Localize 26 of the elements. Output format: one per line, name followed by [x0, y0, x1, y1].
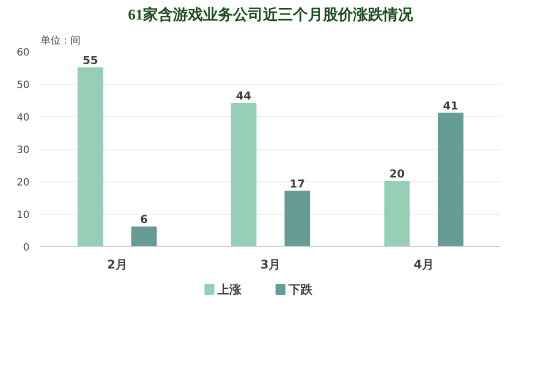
- data-label: 41: [443, 99, 458, 112]
- legend-label: 下跌: [288, 282, 314, 296]
- y-tick-label: 10: [16, 210, 30, 221]
- y-tick-label: 0: [23, 242, 30, 254]
- data-label: 6: [140, 213, 148, 226]
- chart-title: 61家含游戏业务公司近三个月股价涨跌情况: [128, 6, 414, 24]
- data-label: 20: [389, 168, 405, 180]
- legend-label: 上涨: [216, 282, 242, 296]
- text: 单位：间: [40, 34, 80, 46]
- bar: [78, 67, 104, 246]
- data-label: 55: [82, 54, 98, 67]
- y-tick-label: 40: [16, 112, 30, 124]
- x-tick-label: 2月: [106, 258, 128, 272]
- x-tick-label: 4月: [414, 258, 434, 272]
- data-label: 17: [290, 177, 305, 190]
- x-tick-label: 3月: [260, 258, 281, 272]
- data-label: 44: [236, 90, 252, 102]
- y-tick-label: 50: [16, 80, 30, 91]
- y-tick-label: 60: [16, 48, 30, 58]
- bar: [284, 190, 310, 246]
- y-tick-label: 20: [16, 178, 30, 188]
- bar: [438, 112, 464, 246]
- y-tick-label: 30: [16, 145, 30, 156]
- bar: [230, 103, 256, 246]
- bar: [384, 181, 410, 246]
- bar: [131, 226, 157, 246]
